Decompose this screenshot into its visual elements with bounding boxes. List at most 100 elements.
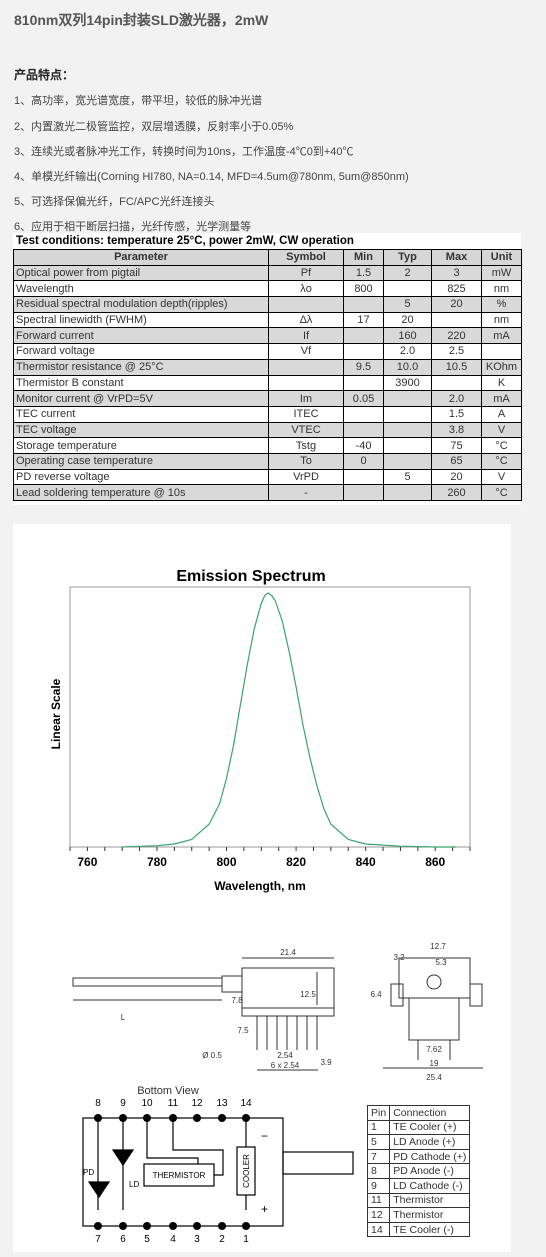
dim-label: 12.5 bbox=[300, 990, 316, 999]
fiber-boot bbox=[221, 975, 243, 993]
spec-row: Storage temperature Tstg -40 75 °C bbox=[13, 437, 522, 454]
emission-chart-panel: Emission Spectrum 760 780 800 820 840 860 Wav… bbox=[13, 524, 511, 900]
end-view bbox=[383, 957, 483, 1069]
max-cell: 3 bbox=[431, 264, 482, 282]
spec-table-panel: Test conditions: temperature 25°C, power… bbox=[13, 233, 522, 505]
spec-row: TEC voltage VTEC 3.8 V bbox=[13, 421, 522, 439]
typ-cell bbox=[383, 437, 432, 454]
unit-cell: mA bbox=[481, 327, 522, 345]
page-title: 810nm双列14pin封装SLD激光器，2mW bbox=[14, 12, 269, 28]
dim-label: Ø 0.5 bbox=[202, 1051, 222, 1060]
spec-row: Thermistor resistance @ 25°C 9.5 10.0 10.5 K… bbox=[13, 358, 522, 376]
typ-cell bbox=[383, 452, 432, 470]
pin-number: 1 bbox=[366, 1119, 391, 1136]
max-cell: 220 bbox=[431, 327, 482, 345]
pin-dot bbox=[94, 1222, 102, 1230]
pin-row: 7 PD Cathode (+) bbox=[366, 1148, 471, 1165]
pin-number-label: 8 bbox=[95, 1098, 101, 1109]
dim-label: L bbox=[121, 1013, 126, 1022]
package-body bbox=[241, 967, 335, 1009]
min-cell bbox=[343, 421, 384, 439]
unit-cell: °C bbox=[481, 452, 522, 470]
plus-label: + bbox=[261, 1202, 268, 1216]
symbol-cell bbox=[268, 358, 344, 376]
header-parameter: Parameter bbox=[13, 249, 269, 266]
feature-item: 1、高功率，宽光谱宽度，带平坦，较低的脉冲光谱 bbox=[14, 95, 263, 107]
dim-label: 19 bbox=[430, 1059, 439, 1068]
max-cell: 825 bbox=[431, 280, 482, 298]
symbol-cell: To bbox=[268, 452, 344, 470]
ld-diode-icon bbox=[111, 1149, 135, 1167]
min-cell bbox=[343, 296, 384, 313]
typ-cell bbox=[383, 280, 432, 298]
max-cell: 75 bbox=[431, 437, 482, 454]
unit-cell: mA bbox=[481, 390, 522, 407]
dim-label: 5.3 bbox=[435, 958, 447, 967]
dim-label: 3.9 bbox=[320, 1058, 332, 1067]
unit-cell: °C bbox=[481, 484, 522, 501]
feature-item: 6、应用于相干断层扫描，光纤传感，光学测量等 bbox=[14, 221, 252, 233]
pin-number-label: 6 bbox=[120, 1234, 126, 1245]
spec-row: PD reverse voltage VrPD 5 20 V bbox=[13, 468, 522, 486]
symbol-cell: Vf bbox=[268, 343, 344, 360]
unit-cell: nm bbox=[481, 280, 522, 298]
package-drawing: 21.4 12.5 7.8 7.5 L Ø 0.5 2.54 6 x 2.54 … bbox=[72, 942, 483, 1245]
pin-number: 14 bbox=[366, 1221, 391, 1238]
spectrum-line bbox=[122, 592, 457, 848]
pin-connection: PD Anode (-) bbox=[389, 1163, 471, 1179]
max-cell: 2.5 bbox=[431, 343, 482, 360]
pin-number-label: 10 bbox=[141, 1098, 153, 1109]
max-cell: 1.5 bbox=[431, 405, 482, 423]
spec-row: Forward voltage Vf 2.0 2.5 bbox=[13, 343, 522, 360]
pin-row: 14 TE Cooler (-) bbox=[366, 1221, 471, 1238]
spec-row: Spectral linewidth (FWHM) Δλ 17 20 nm bbox=[13, 311, 522, 329]
x-tick-label: 780 bbox=[147, 855, 167, 869]
pin-row: 1 TE Cooler (+) bbox=[366, 1119, 471, 1136]
connection-header: Connection bbox=[389, 1105, 471, 1121]
unit-cell: mW bbox=[481, 264, 522, 282]
end-flange-left bbox=[390, 983, 404, 1007]
thermistor-label: THERMISTOR bbox=[153, 1171, 206, 1180]
feature-item: 5、可选择保偏光纤，FC/APC光纤连接头 bbox=[14, 196, 215, 208]
header-symbol: Symbol bbox=[268, 249, 344, 266]
typ-cell: 160 bbox=[383, 327, 432, 345]
pin-number-label: 5 bbox=[144, 1234, 150, 1245]
param-cell: Lead soldering temperature @ 10s bbox=[13, 484, 269, 501]
pin-number: 7 bbox=[366, 1148, 391, 1165]
max-cell: 3.8 bbox=[431, 421, 482, 439]
symbol-cell: Im bbox=[268, 390, 344, 407]
symbol-cell bbox=[268, 296, 344, 313]
min-cell: -40 bbox=[343, 437, 384, 454]
spec-row: Forward current If 160 220 mA bbox=[13, 327, 522, 345]
typ-cell: 5 bbox=[383, 296, 432, 313]
pin-dot bbox=[143, 1114, 151, 1122]
symbol-cell: ITEC bbox=[268, 405, 344, 423]
min-cell: 17 bbox=[343, 311, 384, 329]
pd-diode-icon bbox=[87, 1181, 111, 1199]
pin-number: 12 bbox=[366, 1207, 391, 1223]
param-cell: Spectral linewidth (FWHM) bbox=[13, 311, 269, 329]
dim-label: 3.2 bbox=[393, 953, 405, 962]
end-flange-right bbox=[469, 983, 483, 1007]
pin-dot bbox=[119, 1114, 127, 1122]
pin-number: 5 bbox=[366, 1134, 391, 1150]
bottom-view-label: Bottom View bbox=[137, 1085, 199, 1097]
min-cell bbox=[343, 327, 384, 345]
x-tick-label: 760 bbox=[77, 855, 97, 869]
emission-spectrum-chart: Emission Spectrum 760 780 800 820 840 860 Wav… bbox=[49, 568, 471, 893]
fiber-stub bbox=[282, 1151, 354, 1175]
unit-cell: A bbox=[481, 405, 522, 423]
typ-cell: 5 bbox=[383, 468, 432, 486]
param-cell: Monitor current @ VrPD=5V bbox=[13, 390, 269, 407]
symbol-cell: Tstg bbox=[268, 437, 344, 454]
pin-dot bbox=[193, 1222, 201, 1230]
max-cell: 20 bbox=[431, 296, 482, 313]
unit-cell: % bbox=[481, 296, 522, 313]
end-lower bbox=[408, 997, 460, 1041]
pin-dot bbox=[169, 1114, 177, 1122]
ld-label: LD bbox=[129, 1180, 139, 1189]
test-conditions: Test conditions: temperature 25°C, power… bbox=[16, 235, 354, 247]
chart-title: Emission Spectrum bbox=[176, 568, 325, 585]
symbol-cell: - bbox=[268, 484, 344, 501]
pin-row: 12 Thermistor bbox=[366, 1207, 471, 1223]
